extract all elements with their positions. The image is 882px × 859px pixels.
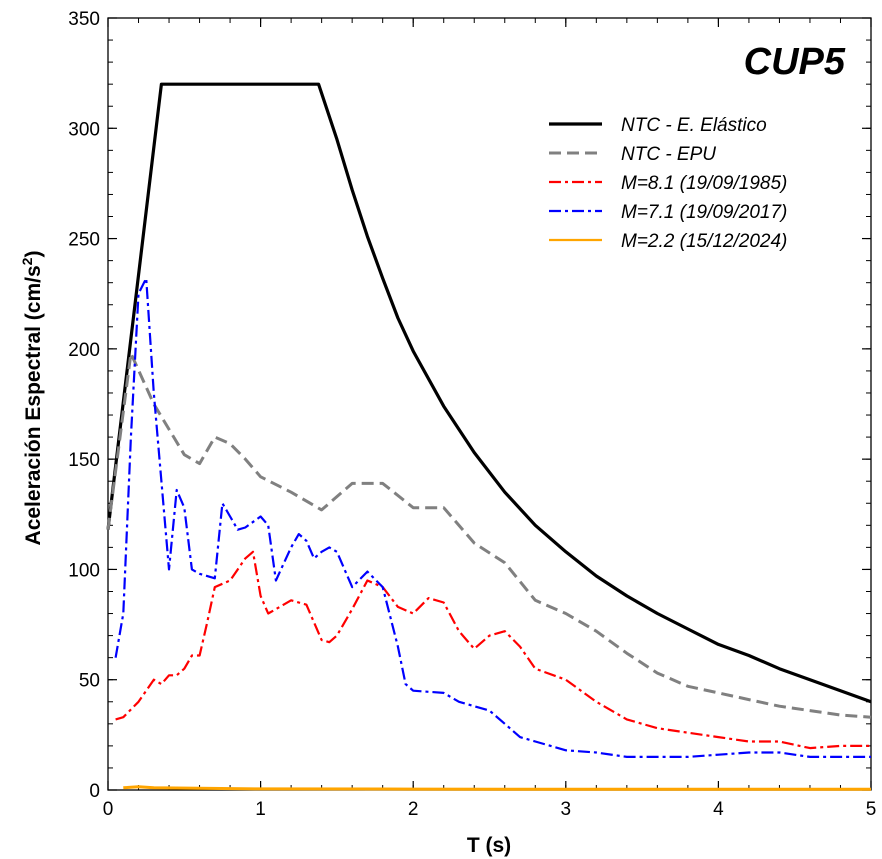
- legend-label-3: M=8.1 (19/09/1985): [621, 173, 787, 194]
- y-tick-label: 100: [68, 560, 100, 581]
- y-axis-title-close: ): [22, 251, 45, 258]
- legend-label-2: NTC - EPU: [621, 144, 716, 165]
- x-tick-label: 5: [866, 799, 877, 820]
- legend-label-4: M=7.1 (19/09/2017): [621, 202, 787, 223]
- x-axis-title: T (s): [467, 834, 511, 857]
- y-axis-title: Aceleración Espectral (cm/s2): [19, 251, 45, 546]
- y-axis-title-main: Aceleración Espectral (cm/s: [22, 265, 45, 545]
- series-line-2: [106, 351, 872, 719]
- series-line-1: [106, 82, 872, 704]
- legend: NTC - E. Elástico NTC - EPU M=8.1 (19/09/1…: [549, 115, 787, 252]
- x-tick-label: 1: [255, 799, 266, 820]
- series-line-5: [123, 785, 871, 791]
- legend-label-5: M=2.2 (15/12/2024): [621, 231, 787, 252]
- legend-label-1: NTC - E. Elástico: [621, 115, 767, 136]
- y-tick-label: 0: [89, 781, 100, 802]
- y-tick-label: 250: [68, 230, 100, 251]
- series-line-4: [114, 277, 871, 759]
- x-tick-label: 0: [103, 799, 114, 820]
- series-layer: [106, 82, 872, 791]
- y-tick-label: 50: [79, 671, 100, 692]
- series-line-3: [115, 550, 871, 750]
- x-tick-label: 2: [408, 799, 419, 820]
- y-tick-label: 200: [68, 340, 100, 361]
- x-tick-label: 3: [561, 799, 572, 820]
- y-tick-label: 150: [68, 450, 100, 471]
- y-axis-title-superscript: 2: [19, 257, 35, 265]
- chart-title: CUP5: [744, 41, 846, 83]
- x-tick-label: 4: [713, 799, 724, 820]
- y-tick-label: 350: [68, 9, 100, 30]
- y-tick-label: 300: [68, 119, 100, 140]
